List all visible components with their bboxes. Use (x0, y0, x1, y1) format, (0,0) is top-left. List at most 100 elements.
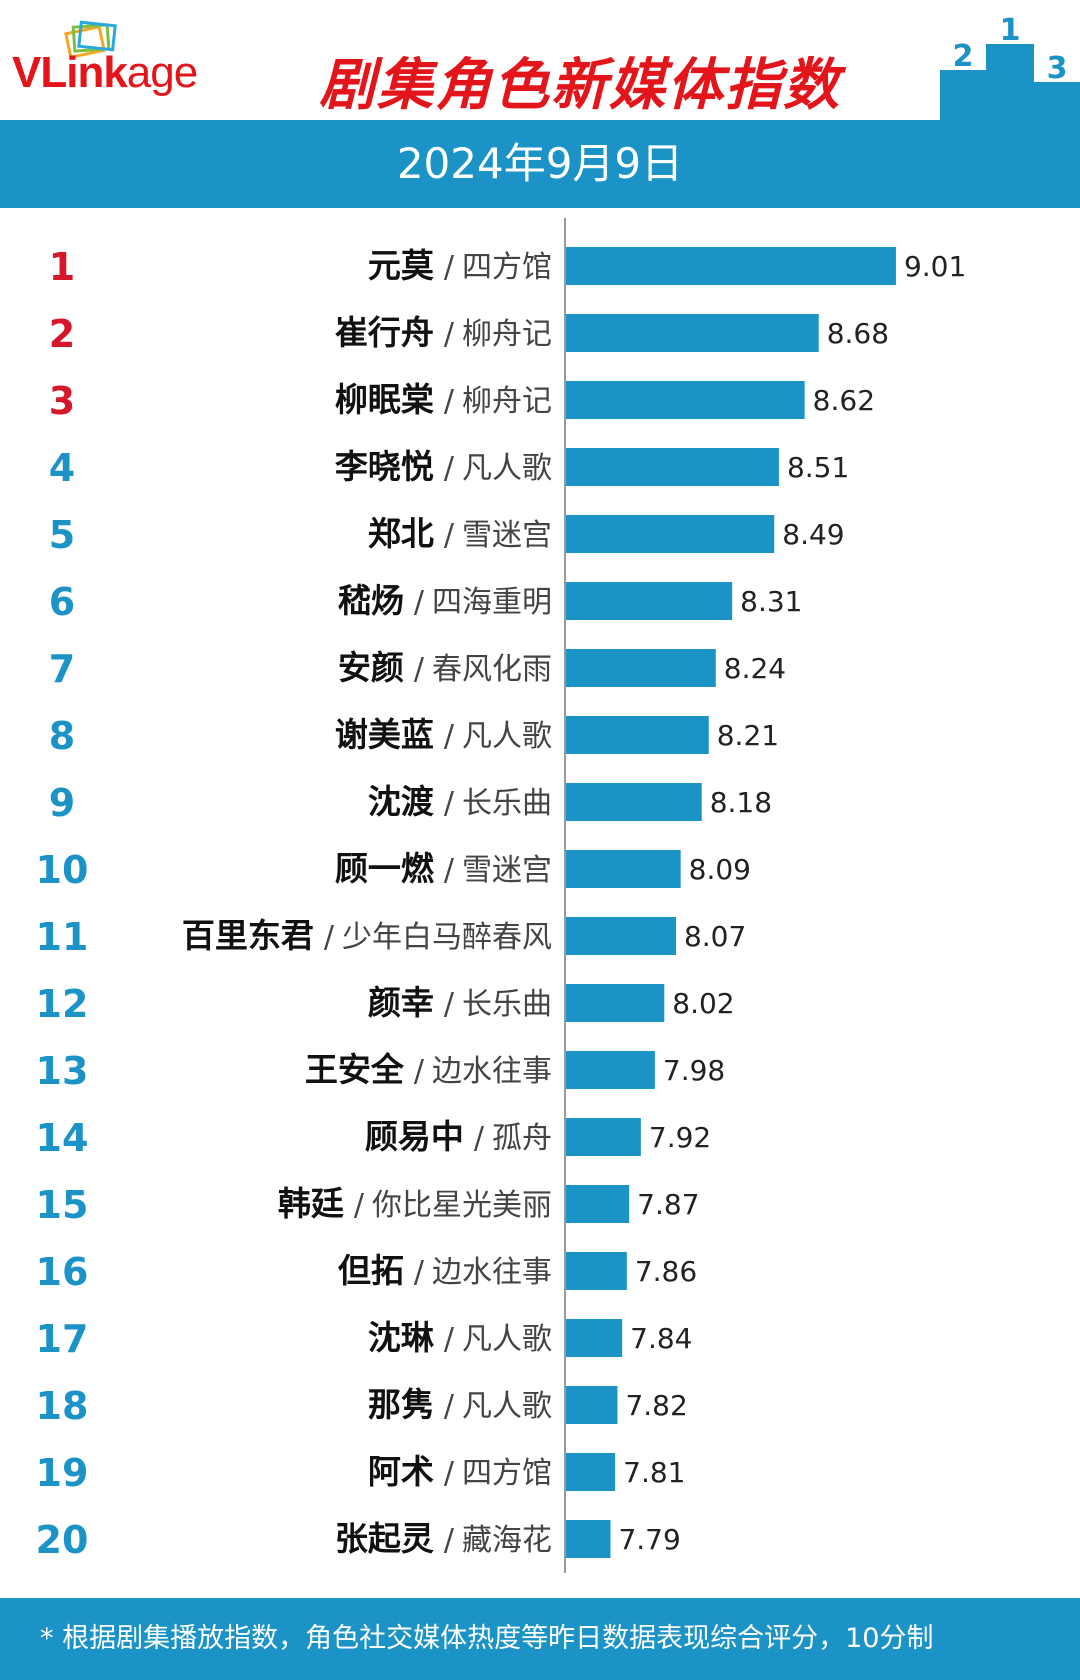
header: VLinkage 剧集角色新媒体指数 2 1 3 (0, 0, 1080, 120)
rank-label: 18 (36, 1384, 89, 1428)
character-name: 顾一燃 (335, 849, 435, 888)
rank-label: 13 (36, 1049, 89, 1093)
bar (566, 716, 709, 754)
bar (566, 783, 702, 821)
label-separator: / (444, 853, 455, 888)
label-separator: / (444, 518, 455, 553)
page-title: 剧集角色新媒体指数 (319, 53, 841, 118)
bar (566, 984, 665, 1022)
value-label: 7.79 (618, 1523, 680, 1556)
bar-label: 颜幸 / 长乐曲 (368, 983, 552, 1022)
label-separator: / (324, 920, 335, 955)
drama-name: 藏海花 (462, 1523, 552, 1558)
rank-label: 17 (36, 1317, 89, 1361)
bar-label: 嵇炀 / 四海重明 (338, 581, 552, 620)
character-name: 阿术 (368, 1452, 434, 1491)
character-name: 但拓 (338, 1251, 404, 1290)
label-separator: / (414, 652, 425, 687)
value-label: 7.82 (625, 1389, 687, 1422)
label-separator: / (474, 1121, 485, 1156)
rank-label: 7 (49, 647, 75, 691)
character-name: 柳眠棠 (335, 380, 434, 419)
bar (566, 448, 779, 486)
label-separator: / (444, 987, 455, 1022)
bar (566, 381, 805, 419)
bar-label: 那隽 / 凡人歌 (368, 1385, 552, 1424)
value-label: 8.02 (672, 987, 734, 1020)
rank-label: 12 (36, 982, 89, 1026)
bar-label: 阿术 / 四方馆 (368, 1452, 552, 1491)
drama-name: 雪迷宫 (462, 853, 552, 888)
label-separator: / (444, 1456, 455, 1491)
character-name: 谢美蓝 (335, 715, 434, 754)
bar (566, 247, 896, 285)
bar-label: 沈琳 / 凡人歌 (368, 1318, 552, 1357)
drama-name: 柳舟记 (462, 317, 552, 352)
drama-name: 长乐曲 (462, 786, 552, 821)
bar (566, 1185, 630, 1223)
label-separator: / (444, 451, 455, 486)
rank-label: 2 (49, 312, 75, 356)
ranking-bar-chart: 1 元莫 / 四方馆 9.012 崔行舟 / 柳舟记 8.683 柳眠棠 / 柳舟记 8.624 李晓悦 /… (36, 218, 966, 1573)
rank-label: 15 (36, 1183, 89, 1227)
bar-label: 顾易中 / 孤舟 (365, 1117, 552, 1156)
value-label: 7.87 (637, 1188, 699, 1221)
rank-label: 9 (49, 781, 75, 825)
label-separator: / (444, 250, 455, 285)
drama-name: 边水往事 (432, 1054, 552, 1089)
label-separator: / (444, 1389, 455, 1424)
rank-label: 4 (49, 446, 75, 490)
drama-name: 孤舟 (492, 1121, 552, 1156)
drama-name: 凡人歌 (462, 1389, 552, 1424)
value-label: 8.21 (717, 719, 779, 752)
bar-label: 韩廷 / 你比星光美丽 (278, 1184, 552, 1223)
character-name: 沈琳 (368, 1318, 435, 1357)
bar (566, 1319, 623, 1357)
drama-name: 四方馆 (462, 250, 552, 285)
value-label: 7.84 (630, 1322, 692, 1355)
bar (566, 1453, 616, 1491)
label-separator: / (444, 786, 455, 821)
label-separator: / (414, 1255, 425, 1290)
drama-name: 凡人歌 (462, 719, 552, 754)
podium-number-3: 3 (1047, 51, 1068, 86)
value-label: 8.49 (782, 518, 844, 551)
character-name: 颜幸 (368, 983, 434, 1022)
podium-number-2: 2 (953, 39, 974, 74)
drama-name: 四方馆 (462, 1456, 552, 1491)
logo-suffix: age (126, 48, 198, 97)
rank-label: 6 (49, 580, 75, 624)
value-label: 8.51 (787, 451, 849, 484)
character-name: 百里东君 (182, 916, 314, 955)
bar (566, 582, 733, 620)
rank-label: 10 (36, 848, 89, 892)
character-name: 安颜 (338, 648, 404, 687)
drama-name: 少年白马醉春风 (342, 920, 552, 955)
date-banner: 2024年9月9日 (0, 120, 1080, 208)
label-separator: / (444, 1322, 455, 1357)
bar (566, 314, 819, 352)
bar (566, 515, 775, 553)
bar-label: 顾一燃 / 雪迷宫 (335, 849, 552, 888)
value-label: 8.24 (724, 652, 786, 685)
value-label: 8.18 (710, 786, 772, 819)
label-separator: / (414, 1054, 425, 1089)
rank-label: 11 (36, 915, 89, 959)
drama-name: 柳舟记 (462, 384, 552, 419)
character-name: 沈渡 (368, 782, 435, 821)
logo-mark-icon (64, 20, 117, 60)
drama-name: 春风化雨 (432, 652, 552, 687)
podium-icon: 2 1 3 (940, 14, 1080, 120)
value-label: 8.07 (684, 920, 746, 953)
bar (566, 1118, 641, 1156)
drama-name: 你比星光美丽 (372, 1188, 552, 1223)
character-name: 元莫 (368, 246, 434, 285)
logo-prefix: VLink (12, 48, 128, 97)
character-name: 李晓悦 (335, 447, 434, 486)
label-separator: / (354, 1188, 365, 1223)
bar (566, 850, 681, 888)
bar (566, 649, 716, 687)
bar (566, 917, 676, 955)
vlinkage-logo: VLinkage (12, 48, 198, 98)
bar-label: 张起灵 / 藏海花 (335, 1519, 552, 1558)
